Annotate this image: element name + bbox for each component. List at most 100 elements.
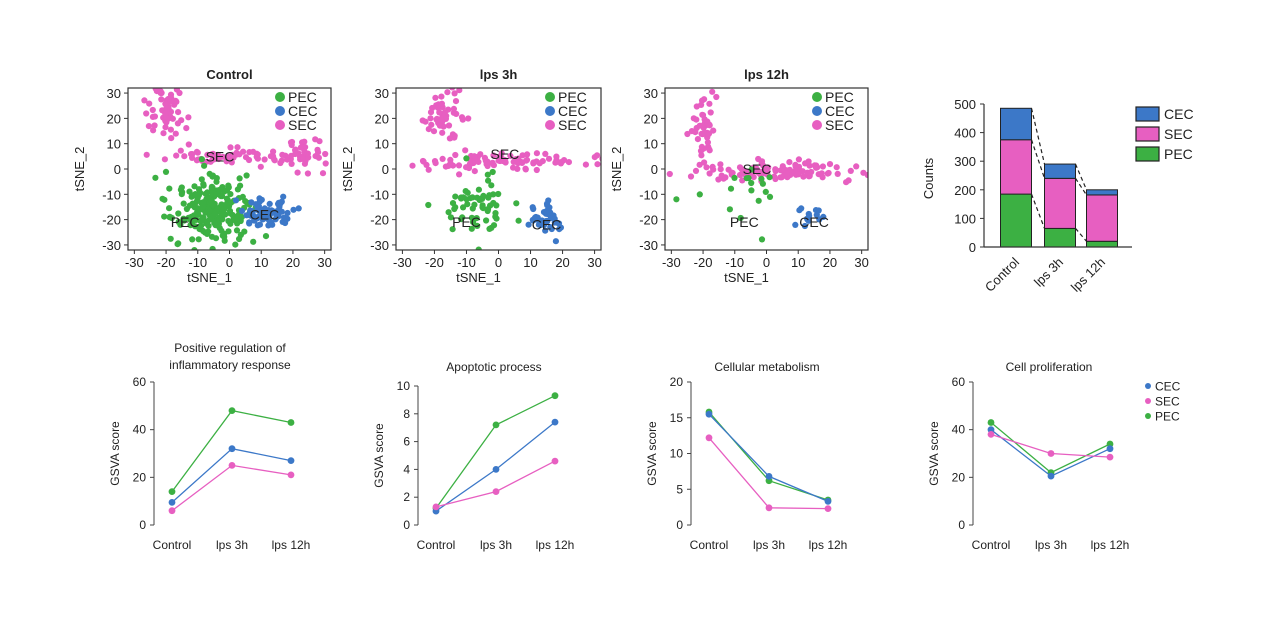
scatter-point-sec	[162, 124, 169, 131]
scatter-point-sec	[174, 120, 181, 127]
scatter-point-cec	[820, 213, 827, 220]
scatter-point-sec	[490, 162, 497, 169]
bar-segment-pec	[1000, 193, 1032, 248]
scatter-point-pec	[209, 245, 216, 250]
scatter-point-sec	[847, 167, 854, 174]
scatter-point-pec	[451, 205, 458, 213]
scatter-point-sec	[636, 163, 642, 169]
legend-label: SEC	[558, 117, 587, 133]
scatter-point-sec	[433, 80, 439, 86]
scatter-point-sec	[471, 153, 478, 160]
scatter-point-sec	[772, 166, 779, 173]
scatter-point-sec	[261, 156, 268, 163]
scatter-point-sec	[176, 89, 183, 97]
scatter-point-sec	[163, 109, 170, 116]
scatter-point-pec	[232, 241, 239, 248]
scatter-point-pec	[477, 195, 484, 202]
scatter-point-sec	[146, 100, 153, 107]
legend-label: CEC	[288, 103, 318, 119]
scatter-point-pec	[196, 190, 204, 197]
scatter-point-pec	[194, 197, 201, 204]
x-tick-label: -30	[662, 255, 681, 270]
scatter-point-sec	[158, 96, 165, 103]
panel-title: Apoptotic process	[446, 360, 541, 374]
series-point-sec	[551, 457, 559, 465]
scatter-point-cec	[238, 207, 246, 215]
legend-label: SEC	[1164, 126, 1193, 142]
scatter-point-cec	[792, 221, 799, 228]
scatter-point-sec	[692, 167, 700, 174]
scatter-point-sec	[514, 165, 521, 172]
scatter-point-cec	[276, 203, 283, 210]
scatter-point-sec	[436, 122, 444, 129]
scatter-point-pec	[262, 233, 270, 240]
scatter-point-sec	[151, 113, 158, 120]
scatter-point-sec	[254, 151, 261, 158]
scatter-point-sec	[172, 130, 179, 137]
y-tick-label: 20	[952, 470, 966, 484]
scatter-point-pec	[206, 216, 213, 223]
scatter-point-pec	[250, 238, 257, 245]
scatter-point-sec	[819, 174, 826, 181]
scatter-point-pec	[493, 215, 500, 222]
y-tick-label: 60	[952, 375, 966, 389]
y-tick-label: 0	[403, 518, 410, 532]
bar-connector	[1030, 193, 1046, 229]
scatter-point-pec	[759, 180, 767, 187]
scatter-point-cec	[251, 217, 258, 224]
scatter-point-pec	[515, 217, 522, 224]
scatter-point-sec	[909, 176, 915, 182]
scatter-point-sec	[288, 138, 296, 146]
scatter-point-sec	[427, 115, 434, 122]
scatter-point-sec	[446, 135, 453, 142]
scatter-point-pec	[449, 226, 456, 233]
scatter-point-sec	[167, 126, 174, 133]
scatter-point-sec	[227, 144, 234, 151]
scatter-point-pec	[748, 179, 755, 187]
bar-segment-sec	[1044, 177, 1076, 229]
scatter-point-pec	[469, 194, 476, 201]
scatter-point-pec	[486, 192, 493, 199]
scatter-point-pec	[227, 191, 234, 198]
series-point-sec	[824, 505, 832, 512]
legend-marker-pec	[545, 92, 555, 102]
scatter-point-sec	[783, 170, 790, 177]
scatter-point-pec	[475, 246, 482, 250]
scatter-point-sec	[892, 176, 898, 182]
y-tick-label: 500	[954, 97, 976, 112]
scatter-point-sec	[834, 170, 841, 177]
legend-marker-pec	[812, 92, 822, 102]
scatter-point-sec	[444, 89, 451, 96]
scatter-point-sec	[314, 146, 321, 153]
x-tick-label: -20	[694, 255, 713, 270]
scatter-point-sec	[459, 116, 466, 123]
scatter-point-cec	[265, 211, 272, 219]
scatter-point-pec	[755, 197, 762, 204]
scatter-point-sec	[819, 163, 827, 170]
scatter-point-pec	[459, 214, 466, 221]
scatter-point-pec	[758, 175, 765, 182]
scatter-point-sec	[475, 158, 482, 165]
scatter-point-cec	[232, 197, 240, 204]
scatter-point-sec	[707, 109, 714, 116]
scatter-point-sec	[257, 163, 264, 170]
scatter-point-sec	[450, 109, 457, 116]
scatter-point-cec	[552, 238, 560, 245]
scatter-point-sec	[490, 152, 497, 159]
bar-segment-sec	[1086, 194, 1118, 242]
scatter-point-pec	[211, 220, 218, 227]
scatter-point-sec	[242, 154, 250, 161]
panel-title: lps 3h	[480, 67, 518, 82]
series-point-sec	[228, 462, 236, 469]
scatter-point-sec	[717, 161, 724, 168]
scatter-point-sec	[175, 109, 182, 116]
x-tick-label: 20	[555, 255, 569, 270]
scatter-point-sec	[143, 110, 150, 117]
y-axis-label: tSNE_2	[609, 147, 624, 192]
scatter-point-pec	[200, 181, 207, 188]
scatter-point-sec	[445, 122, 453, 129]
scatter-point-pec	[198, 176, 205, 183]
scatter-point-pec	[221, 206, 228, 213]
series-point-pec	[228, 407, 236, 414]
scatter-point-pec	[186, 202, 193, 209]
